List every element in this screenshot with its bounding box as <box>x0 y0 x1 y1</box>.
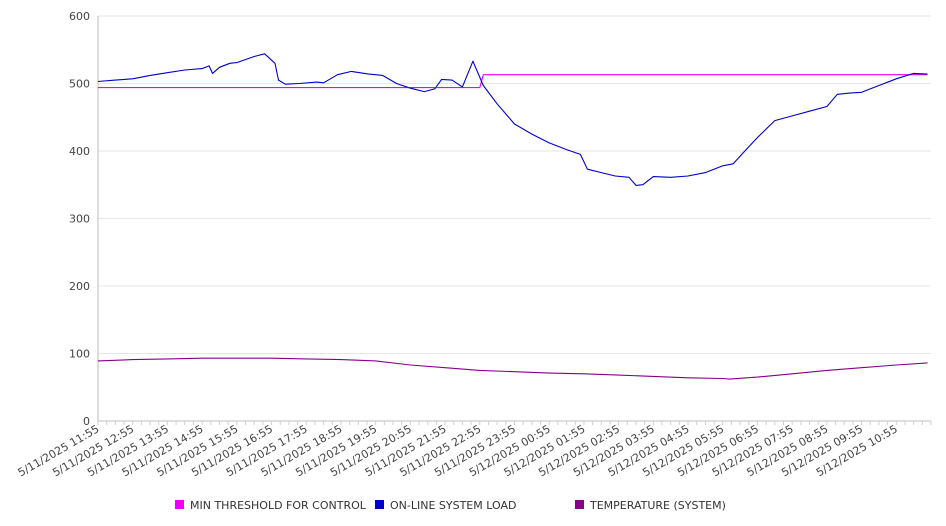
y-axis-ticks: 0 100 200 300 400 500 600 <box>69 10 90 428</box>
legend-swatch <box>175 500 184 509</box>
series-line-1 <box>97 53 928 186</box>
legend-label: TEMPERATURE (SYSTEM) <box>589 499 726 512</box>
y-tick-label: 500 <box>69 78 90 91</box>
axes <box>97 16 932 425</box>
y-tick-label: 300 <box>69 213 90 226</box>
y-tick-label: 0 <box>83 415 90 428</box>
y-tick-label: 600 <box>69 10 90 23</box>
series-line-0 <box>98 74 928 89</box>
series-line-2 <box>97 357 928 380</box>
series-lines <box>97 53 928 380</box>
y-tick-label: 400 <box>69 145 90 158</box>
y-tick-label: 200 <box>69 280 90 293</box>
legend: MIN THRESHOLD FOR CONTROL ON-LINE SYSTEM … <box>175 499 726 512</box>
legend-label: ON-LINE SYSTEM LOAD <box>390 499 516 512</box>
legend-label: MIN THRESHOLD FOR CONTROL <box>190 499 367 512</box>
y-tick-label: 100 <box>69 348 90 361</box>
legend-swatch <box>575 500 584 509</box>
legend-swatch <box>375 500 384 509</box>
grid <box>98 15 931 422</box>
x-axis-ticks: 5/11/2025 11:555/11/2025 12:555/11/2025 … <box>16 422 900 479</box>
